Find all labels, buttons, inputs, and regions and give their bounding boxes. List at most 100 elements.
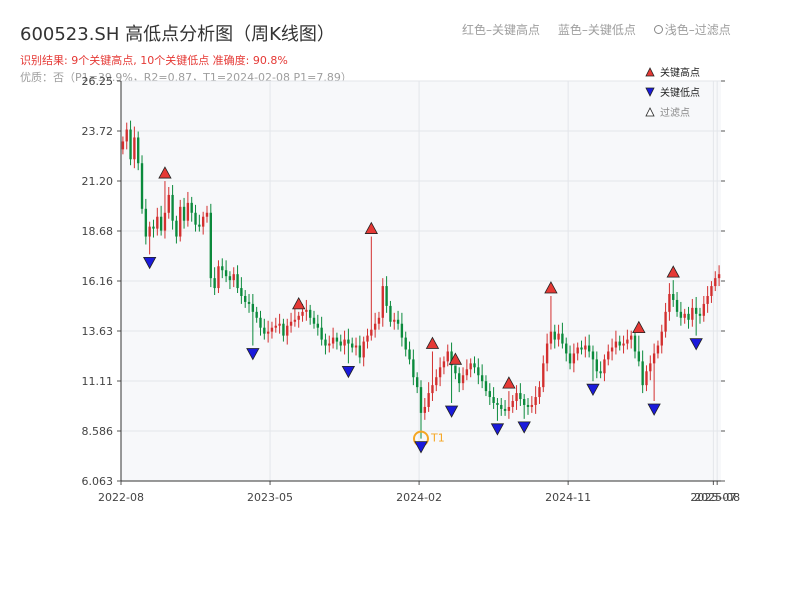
x-tick-label: 2025-07: [690, 491, 736, 504]
candle-body: [224, 270, 228, 277]
candle-body: [500, 404, 503, 409]
candle-body: [664, 311, 667, 332]
legend-marker-icon: [645, 87, 655, 97]
candle-body: [587, 345, 591, 352]
candle-body: [179, 206, 182, 237]
candle-body: [163, 212, 167, 231]
candle-body: [484, 381, 488, 392]
y-tick-label: 8.586: [82, 425, 114, 438]
candle-body: [542, 363, 545, 388]
candle-body: [370, 329, 373, 336]
candle-body: [530, 404, 534, 407]
y-tick-label: 11.11: [82, 375, 114, 388]
candle-body: [282, 323, 285, 336]
y-tick-label: 13.63: [82, 325, 114, 338]
candle-body: [637, 351, 641, 362]
candle-body: [507, 406, 511, 411]
candle-body: [278, 323, 281, 326]
candle-body: [213, 278, 216, 289]
candle-body: [266, 331, 270, 334]
candle-body: [526, 404, 530, 407]
candle-body: [347, 339, 350, 344]
key-high-marker: [544, 281, 558, 294]
key-low-marker: [142, 256, 157, 270]
candle-body: [652, 353, 656, 364]
page-title: 600523.SH 高低点分析图（周K线图）: [20, 24, 335, 45]
candle-body: [156, 216, 159, 229]
candle-body: [167, 194, 170, 213]
candle-body: [710, 286, 713, 296]
candle-body: [201, 216, 205, 227]
key-low-marker: [490, 423, 505, 436]
candle-body: [385, 286, 388, 306]
candle-body: [198, 224, 201, 227]
legend-item-label: 关键低点: [660, 86, 700, 99]
candle-body: [159, 216, 163, 231]
candle-body: [125, 129, 128, 142]
key-low-marker: [517, 421, 531, 434]
candle-body: [603, 359, 606, 374]
candle-body: [599, 371, 602, 374]
key-low-marker: [444, 405, 459, 418]
x-tick-label: 2024-02: [396, 491, 442, 504]
candle-body: [152, 226, 155, 229]
candle-body: [270, 327, 274, 332]
candle-body: [454, 365, 457, 374]
candle-body: [244, 295, 247, 302]
candle-body: [679, 311, 683, 318]
key-high-marker: [448, 352, 463, 365]
candle-body: [293, 319, 297, 322]
candle-body: [691, 307, 694, 320]
candle-body: [580, 347, 583, 350]
candle-body: [251, 303, 255, 312]
key-low-marker: [414, 441, 428, 454]
candle-body: [228, 276, 232, 281]
candle-body: [194, 212, 197, 225]
legend-marker-icon: [645, 107, 655, 117]
candle-body: [205, 212, 209, 217]
y-tick-label: 16.16: [82, 275, 114, 288]
candle-body: [610, 347, 614, 352]
candle-body: [706, 295, 709, 304]
candle-body: [140, 163, 144, 209]
candle-body: [469, 363, 472, 370]
candle-body: [133, 137, 136, 160]
candle-body: [377, 317, 381, 324]
candles: [121, 120, 721, 439]
candle-body: [171, 194, 174, 221]
key-high-marker: [292, 297, 306, 310]
legend-item-label: 关键高点: [660, 66, 700, 79]
candle-body: [557, 333, 560, 340]
candle-body: [607, 351, 610, 360]
candle-body: [630, 335, 633, 340]
key-high-marker: [158, 166, 172, 179]
candle-body: [618, 341, 621, 346]
key-high-marker: [425, 336, 440, 349]
candle-body: [572, 353, 576, 364]
candle-body: [595, 359, 598, 372]
candle-body: [435, 377, 438, 386]
candle-body: [480, 375, 484, 382]
candle-body: [473, 363, 476, 368]
candle-body: [465, 369, 469, 376]
candle-body: [427, 393, 430, 407]
candle-body: [672, 294, 675, 300]
axes: 26.25 23.72 21.20 18.68 16.16 13.63 11.11 8.586…: [82, 75, 741, 504]
candle-body: [144, 208, 148, 237]
pivot-markers: T1: [142, 166, 703, 454]
candle-body: [687, 313, 690, 320]
candle-body: [488, 391, 491, 398]
candle-body: [633, 335, 637, 352]
candle-body: [431, 385, 434, 394]
candle-body: [286, 325, 289, 336]
candle-body: [308, 309, 312, 318]
candle-body: [320, 327, 323, 340]
candle-body: [423, 406, 427, 413]
candle-body: [259, 317, 262, 328]
candle-body: [645, 371, 648, 386]
x-tick-label: 2022-08: [98, 491, 144, 504]
candle-body: [148, 226, 151, 237]
key-high-marker: [632, 320, 646, 334]
candle-body: [297, 315, 300, 320]
